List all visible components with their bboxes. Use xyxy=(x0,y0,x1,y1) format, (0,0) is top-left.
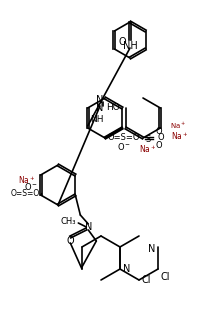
Text: O: O xyxy=(118,37,126,47)
Text: HO: HO xyxy=(107,104,120,112)
Text: N: N xyxy=(96,103,103,113)
Text: N: N xyxy=(148,244,155,254)
Text: $\mathregular{O^-}$: $\mathregular{O^-}$ xyxy=(24,181,38,193)
Text: NH: NH xyxy=(123,41,137,51)
Text: N: N xyxy=(85,222,92,232)
Text: $\mathregular{Na^+}$: $\mathregular{Na^+}$ xyxy=(18,174,36,186)
Text: O=S=O: O=S=O xyxy=(10,188,40,198)
Text: $\mathregular{Na^+}$: $\mathregular{Na^+}$ xyxy=(139,143,156,155)
Text: O: O xyxy=(67,236,74,246)
Text: $\mathregular{O^-}$: $\mathregular{O^-}$ xyxy=(117,142,131,152)
Text: $\mathregular{Na^+}$: $\mathregular{Na^+}$ xyxy=(170,121,186,131)
Text: O=S=O: O=S=O xyxy=(108,133,140,143)
Text: N: N xyxy=(123,264,130,274)
Text: Cl: Cl xyxy=(160,272,170,282)
Text: $\mathregular{Na^+}$: $\mathregular{Na^+}$ xyxy=(171,130,188,142)
Text: S: S xyxy=(145,134,150,144)
Text: CH₃: CH₃ xyxy=(61,217,76,227)
Text: O: O xyxy=(158,133,165,143)
Text: Cl: Cl xyxy=(142,275,152,285)
Text: O: O xyxy=(155,127,162,135)
Text: N: N xyxy=(96,95,103,105)
Text: NH: NH xyxy=(90,115,103,125)
Text: O: O xyxy=(155,141,162,149)
